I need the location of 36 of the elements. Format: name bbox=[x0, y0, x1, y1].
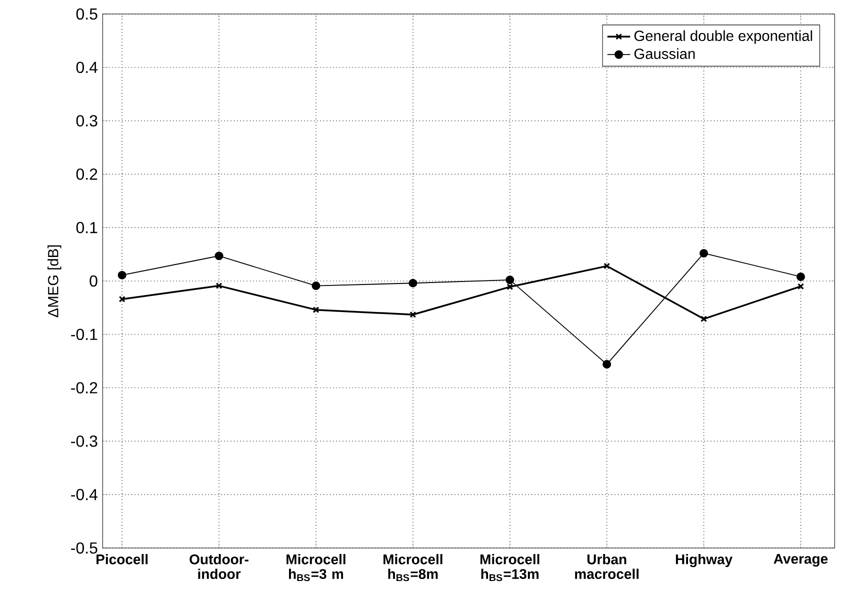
point bbox=[214, 252, 224, 260]
y-tick-label: -0.2 bbox=[71, 382, 98, 394]
y-tick-label: -0.3 bbox=[71, 436, 98, 447]
point bbox=[410, 311, 416, 318]
point bbox=[796, 272, 806, 281]
x-tick-label: Microcell h$_{BS}$=8m bbox=[384, 554, 442, 582]
point bbox=[408, 278, 418, 288]
y-tick-label: 0.4 bbox=[76, 62, 98, 74]
y-tick-label: 0.1 bbox=[76, 222, 98, 234]
x-tick-label: Microcell h$_{BS}$=13m bbox=[480, 554, 540, 582]
y-tick-label: -0.5 bbox=[71, 542, 98, 554]
legend-label: Gaussian bbox=[634, 48, 695, 60]
y-tick-label: -0.1 bbox=[71, 328, 98, 340]
x-tick-label: Average bbox=[774, 554, 828, 567]
point bbox=[700, 316, 708, 322]
x-tick-label: Highway bbox=[676, 554, 732, 568]
y-tick-label: 0 bbox=[90, 275, 98, 287]
x-tick-label: Microcell h$_{BS}$=3 m bbox=[286, 554, 346, 582]
x-tick-label: Outdoor-indoor bbox=[190, 554, 248, 579]
point bbox=[602, 360, 612, 369]
y-axis-title: ΔMEG [dB] bbox=[48, 245, 62, 318]
x-tick-label: Urban macrocell bbox=[575, 554, 639, 579]
x-tick-label: Picocell bbox=[96, 554, 148, 564]
y-tick-label: 0.3 bbox=[76, 115, 98, 126]
point bbox=[118, 270, 126, 280]
point bbox=[312, 306, 320, 314]
y-tick-label: 0.5 bbox=[76, 8, 98, 20]
point bbox=[506, 284, 514, 290]
point bbox=[216, 282, 222, 290]
point bbox=[312, 282, 320, 290]
legend-label: General double exponential bbox=[634, 30, 812, 44]
point bbox=[506, 276, 514, 284]
y-tick-label: 0.2 bbox=[76, 168, 98, 180]
y-tick-label: -0.4 bbox=[71, 488, 98, 500]
point bbox=[700, 248, 708, 258]
point bbox=[604, 262, 610, 270]
